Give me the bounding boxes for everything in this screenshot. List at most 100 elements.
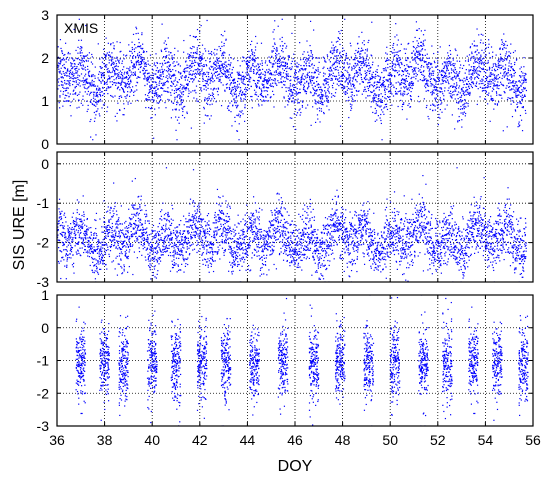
data-point — [70, 249, 72, 251]
data-point — [317, 118, 319, 120]
data-point — [92, 250, 94, 252]
data-point — [107, 233, 109, 235]
data-point — [159, 99, 162, 101]
data-point — [278, 82, 280, 84]
data-point — [350, 56, 352, 58]
data-point — [415, 78, 417, 80]
data-point — [414, 36, 416, 39]
data-point — [306, 60, 308, 62]
data-point — [514, 109, 516, 111]
data-point — [130, 50, 132, 53]
data-point — [495, 54, 497, 56]
data-point — [142, 73, 145, 75]
data-point — [416, 57, 418, 59]
data-point — [89, 264, 91, 267]
data-point — [60, 218, 62, 221]
data-point — [144, 70, 147, 72]
data-point — [133, 66, 135, 68]
data-point — [179, 95, 181, 97]
data-point — [360, 76, 362, 79]
data-point — [120, 251, 123, 253]
data-point — [225, 64, 227, 66]
data-point — [493, 108, 495, 110]
data-point — [428, 118, 430, 120]
data-point — [61, 51, 63, 53]
data-point — [497, 78, 499, 80]
data-point — [128, 83, 130, 86]
data-point — [319, 110, 321, 112]
data-point — [486, 62, 488, 64]
data-point — [486, 69, 488, 71]
data-point — [143, 51, 145, 53]
data-point — [148, 96, 150, 99]
data-point — [97, 85, 99, 87]
data-point — [115, 84, 117, 86]
data-point — [169, 64, 171, 66]
data-point — [247, 56, 249, 58]
data-point — [114, 239, 116, 241]
data-point — [474, 85, 476, 87]
data-point — [241, 110, 243, 112]
data-point — [428, 73, 431, 75]
data-point — [63, 214, 65, 216]
data-point — [491, 98, 493, 100]
data-point — [375, 103, 377, 105]
data-point — [72, 80, 74, 82]
data-point — [287, 73, 289, 75]
data-point — [319, 96, 322, 98]
data-point — [306, 73, 308, 76]
data-point — [451, 114, 453, 116]
data-point — [173, 65, 175, 67]
data-point — [161, 23, 163, 25]
data-point — [73, 60, 75, 62]
data-point — [516, 106, 518, 109]
data-point — [364, 86, 366, 88]
data-point — [270, 62, 272, 64]
data-point — [338, 30, 340, 33]
data-point — [210, 79, 212, 82]
data-point — [346, 79, 348, 81]
data-point — [268, 79, 270, 82]
data-point — [287, 75, 289, 77]
data-point — [503, 33, 505, 35]
data-point — [152, 74, 155, 77]
data-point — [68, 236, 70, 238]
data-point — [257, 57, 259, 59]
data-point — [100, 258, 103, 260]
data-point — [67, 87, 69, 89]
data-point — [141, 56, 143, 58]
data-point — [79, 91, 81, 93]
data-point — [496, 87, 498, 89]
data-point — [90, 237, 92, 240]
data-point — [120, 84, 122, 86]
data-point — [484, 98, 486, 100]
data-point — [233, 79, 235, 81]
data-point — [199, 71, 201, 73]
data-point — [119, 58, 121, 60]
data-point — [128, 44, 130, 46]
data-point — [425, 106, 428, 109]
data-point — [155, 53, 157, 55]
data-point — [122, 242, 125, 244]
data-point — [215, 64, 217, 66]
data-point — [325, 80, 327, 82]
data-point — [171, 58, 174, 61]
data-point — [455, 90, 457, 92]
data-point — [323, 100, 326, 102]
data-point — [118, 217, 120, 219]
data-point — [98, 242, 100, 244]
data-point — [229, 68, 231, 70]
data-point — [488, 69, 491, 71]
data-point — [488, 52, 490, 54]
data-point — [207, 84, 209, 86]
data-point — [115, 221, 118, 223]
data-point — [91, 247, 93, 249]
data-point — [464, 102, 466, 104]
data-point — [125, 236, 127, 238]
data-point — [98, 87, 100, 89]
data-point — [263, 90, 265, 92]
data-point — [429, 78, 432, 80]
data-point — [115, 246, 117, 248]
data-point — [433, 92, 435, 94]
data-point — [332, 44, 334, 46]
